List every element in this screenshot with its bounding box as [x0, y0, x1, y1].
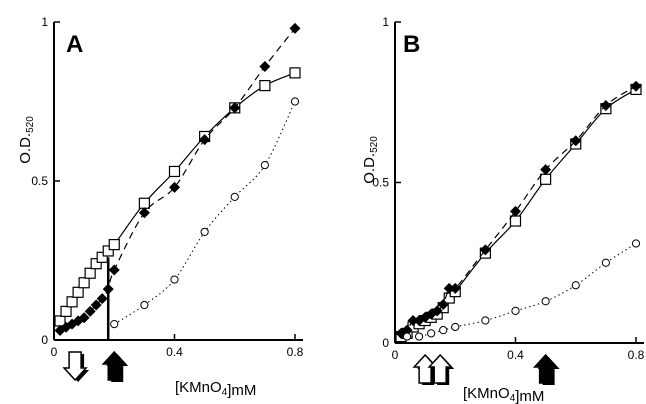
- data-point-filled-diamond: [229, 102, 241, 114]
- data-point-open-square: [72, 286, 84, 298]
- x-tick-label: 0.8: [287, 345, 304, 359]
- filled-arrow-icon: [101, 350, 127, 381]
- series-line-filled-diamond: [400, 85, 637, 334]
- data-point-filled-diamond: [96, 293, 108, 305]
- data-point-filled-diamond: [431, 305, 443, 317]
- data-point-open-circle: [170, 275, 179, 284]
- data-point-filled-diamond: [84, 305, 96, 317]
- data-point-filled-diamond: [401, 324, 413, 336]
- data-point-open-circle: [427, 329, 436, 338]
- data-point-open-circle: [402, 332, 412, 341]
- panel-b: 0 0.4 0.8 0 0.5 1B O.D.520 [KMnO4]mM: [361, 15, 645, 404]
- y-tick-label: 1: [41, 15, 48, 29]
- data-point-open-circle: [451, 322, 460, 332]
- data-point-open-square: [60, 305, 72, 317]
- data-point-open-circle: [439, 326, 448, 335]
- data-point-open-square: [138, 197, 150, 209]
- panel-label: A: [66, 31, 83, 58]
- data-point-open-circle: [415, 332, 424, 341]
- data-point-open-circle: [511, 306, 520, 315]
- x-axis-label: [KMnO4]mM: [175, 379, 256, 399]
- data-point-filled-diamond: [259, 61, 271, 73]
- y-axis-label: O.D.520: [361, 136, 380, 184]
- data-point-filled-diamond: [540, 164, 552, 176]
- filled-arrow-icon: [532, 353, 559, 384]
- data-point-open-circle: [481, 316, 490, 325]
- data-point-filled-diamond: [289, 22, 301, 34]
- data-point-filled-diamond: [443, 282, 455, 294]
- data-point-open-circle: [601, 258, 610, 267]
- data-point-filled-diamond: [600, 99, 612, 111]
- data-point-open-square: [289, 67, 301, 79]
- data-point-open-circle: [290, 97, 300, 106]
- x-axis-label: [KMnO4]mM: [463, 385, 544, 404]
- data-point-open-square: [84, 267, 96, 279]
- x-tick-label: 0: [51, 345, 58, 359]
- data-point-open-circle: [110, 320, 119, 329]
- open-arrow-icon: [427, 353, 453, 384]
- data-point-filled-diamond: [510, 205, 521, 217]
- y-axis-label: O.D.520: [17, 116, 36, 164]
- data-point-filled-diamond: [449, 282, 461, 294]
- series-line-open-square: [59, 72, 296, 322]
- data-point-filled-diamond: [90, 299, 102, 311]
- data-point-open-square: [540, 173, 552, 185]
- y-tick-label: 0: [382, 336, 389, 350]
- data-point-filled-diamond: [138, 207, 150, 219]
- data-point-open-circle: [571, 281, 580, 290]
- data-point-filled-diamond: [437, 298, 449, 310]
- y-tick-label: 0.5: [31, 174, 48, 188]
- data-point-open-square: [168, 165, 181, 178]
- x-tick-label: 0.4: [166, 345, 183, 359]
- x-tick-label: 0: [392, 348, 399, 362]
- data-point-open-square: [66, 296, 78, 308]
- data-point-filled-diamond: [108, 264, 120, 276]
- panel-a: 0 0.4 0.8 0 0.5 1 A O.D.520 [KMnO4]mM: [17, 15, 304, 399]
- data-point-filled-diamond: [479, 244, 491, 256]
- data-point-filled-diamond: [630, 80, 642, 92]
- data-point-open-square: [78, 277, 90, 289]
- data-point-open-square: [108, 239, 120, 251]
- y-tick-label: 1: [382, 15, 389, 29]
- data-point-open-circle: [260, 161, 269, 170]
- data-point-open-circle: [200, 227, 209, 236]
- data-point-open-square: [90, 258, 102, 270]
- data-point-open-square: [509, 215, 522, 227]
- data-point-filled-diamond: [78, 312, 90, 324]
- data-point-open-circle: [541, 297, 550, 306]
- series-line-open-circle: [407, 243, 637, 338]
- data-point-filled-diamond: [570, 135, 582, 147]
- open-arrow-icon: [62, 351, 88, 382]
- data-point-open-circle: [230, 192, 239, 201]
- data-point-filled-diamond: [407, 315, 419, 327]
- data-point-filled-diamond: [199, 134, 211, 146]
- data-point-filled-diamond: [169, 181, 180, 193]
- y-tick-label: 0.5: [372, 176, 389, 190]
- data-point-open-circle: [140, 300, 149, 310]
- x-tick-label: 0.4: [507, 348, 524, 362]
- series-line-filled-diamond: [59, 28, 296, 332]
- data-point-open-circle: [631, 239, 641, 248]
- data-point-open-square: [102, 245, 114, 257]
- panel-label: B: [403, 31, 420, 58]
- x-tick-label: 0.8: [628, 348, 645, 362]
- data-point-open-square: [259, 79, 271, 92]
- y-tick-label: 0: [41, 333, 48, 347]
